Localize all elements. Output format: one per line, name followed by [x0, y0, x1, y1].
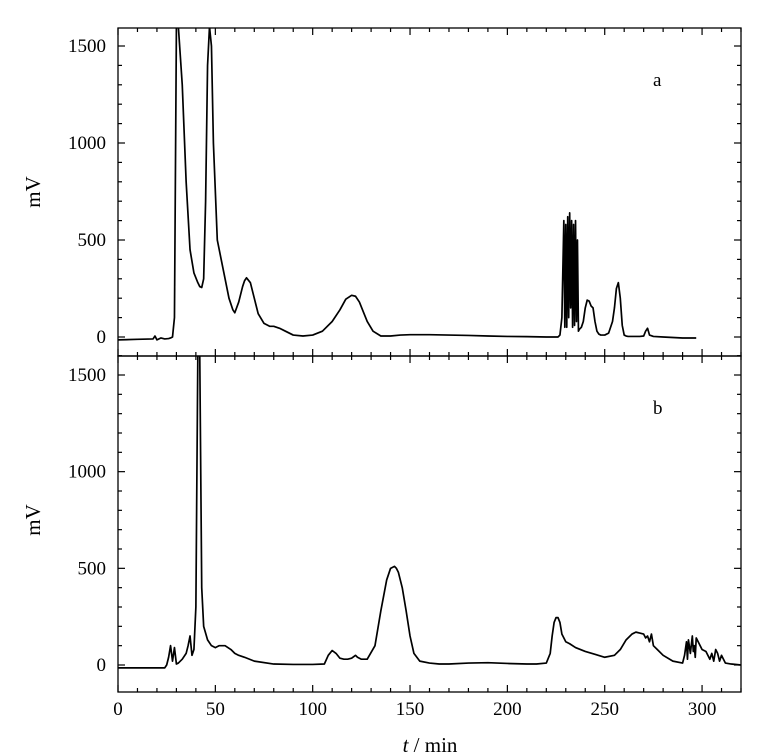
panel-b-frame: [117, 355, 742, 693]
panel-b-ytick-label: 500: [78, 558, 107, 579]
panel-a-ytick-label: 1000: [68, 133, 106, 154]
panel-b-series-line: [118, 356, 741, 669]
ticks-layer: [117, 28, 742, 692]
panel-b-ylabel: mV: [21, 504, 45, 536]
panel-a-ylabel: mV: [21, 176, 45, 208]
panel-b-xtick-label: 50: [206, 699, 225, 720]
panel-a-ytick-label: 500: [78, 230, 107, 251]
panel-a-ytick-label: 1500: [68, 36, 106, 57]
panel-b-xtick-label: 250: [590, 699, 619, 720]
panel-b-xtick-label: 150: [396, 699, 425, 720]
panel-b-ytick-label: 1500: [68, 365, 106, 386]
panel-a-series-line: [118, 28, 697, 341]
panel-b-xtick-label: 200: [493, 699, 522, 720]
panel-a-ytick-label: 0: [97, 327, 107, 348]
panel-b-ytick-label: 0: [97, 655, 107, 676]
x-axis-title: t / min: [403, 733, 458, 756]
tick-labels-layer: 0 500 1000 1500 0 500 1000 1500 0 50 100 150 200 250 3…: [68, 36, 716, 720]
panel-b-label: b: [653, 398, 663, 419]
panel-b-ytick-label: 1000: [68, 462, 106, 483]
panel-a-label: a: [653, 70, 662, 91]
panel-b-xtick-label: 300: [688, 699, 717, 720]
panel-b-xtick-label: 0: [113, 699, 123, 720]
panel-b-xtick-label: 100: [298, 699, 327, 720]
traces-layer: [118, 28, 741, 669]
